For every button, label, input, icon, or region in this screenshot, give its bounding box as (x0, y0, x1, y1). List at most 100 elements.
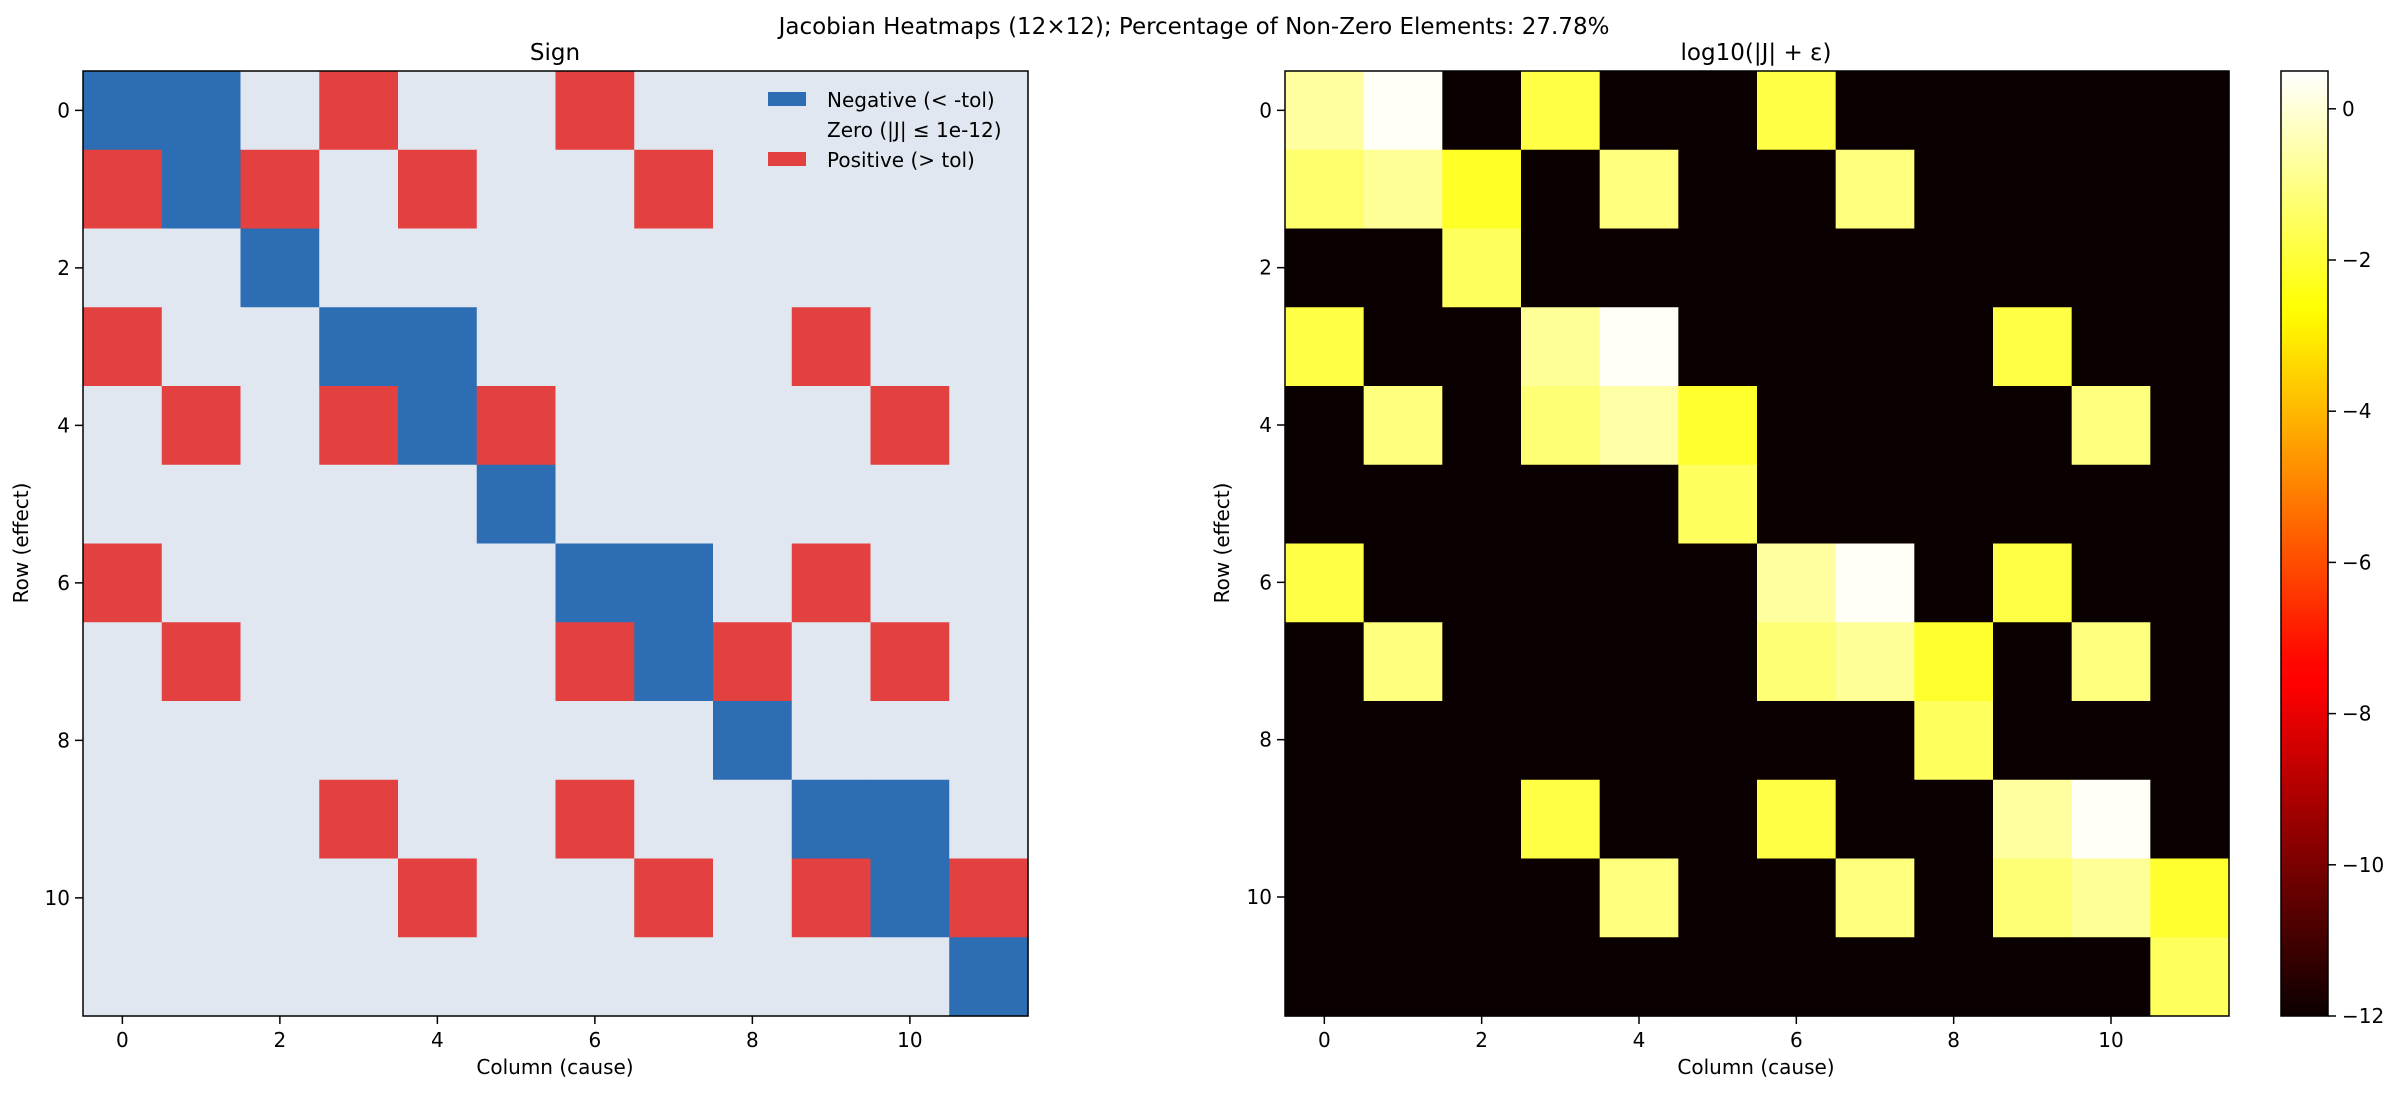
colorbar-tick-label: 0 (2342, 97, 2355, 121)
sign-cell (240, 937, 320, 1017)
sign-ylabel: Row (effect) (9, 483, 33, 604)
log-cell (1442, 622, 1522, 702)
log-cell (1285, 937, 1365, 1017)
sign-xtick-label: 4 (431, 1028, 444, 1052)
legend-swatch (768, 122, 806, 136)
log-cell (1835, 228, 1915, 308)
sign-cell (240, 307, 320, 387)
log-cell (1835, 307, 1915, 387)
log-cell (1835, 701, 1915, 781)
sign-cell (83, 779, 163, 860)
log-cell (1757, 307, 1837, 387)
sign-cell (161, 543, 242, 623)
sign-cell (161, 149, 242, 230)
sign-cell (555, 386, 635, 466)
log-cell (1285, 149, 1365, 230)
sign-cell (476, 464, 557, 545)
sign-cell (398, 858, 478, 938)
log-cell (1757, 543, 1837, 623)
sign-cell (476, 543, 557, 623)
sign-cell (634, 779, 714, 860)
log-cell (1757, 386, 1837, 466)
log-ytick-label: 0 (1259, 98, 1272, 122)
sign-cell (791, 228, 872, 308)
log-xlabel: Column (cause) (1677, 1055, 1834, 1079)
log-cell (1363, 228, 1443, 308)
sign-cell (161, 858, 242, 938)
log-cell (1363, 701, 1443, 781)
sign-axes-frame (82, 70, 1029, 1017)
log-cell (1993, 701, 2073, 781)
log-cell (1599, 543, 1679, 623)
sign-cell (161, 386, 242, 466)
log-cell (2150, 464, 2230, 545)
sign-cell (319, 622, 399, 702)
log-cell (1363, 622, 1443, 702)
log-cell (1442, 386, 1522, 466)
colorbar-tick-label: −6 (2342, 550, 2371, 574)
sign-cell (476, 937, 557, 1017)
log-cell (1521, 307, 1601, 387)
sign-ticks: 0 2 4 6 8 10 0 2 4 6 8 10 (45, 98, 923, 1052)
sign-cell (870, 543, 950, 623)
log-cell (1757, 779, 1837, 860)
log-cell (1363, 149, 1443, 230)
sign-cell (476, 386, 557, 466)
sign-xlabel: Column (cause) (476, 1055, 633, 1079)
sign-cell (319, 937, 399, 1017)
sign-cell (870, 937, 950, 1017)
log-cell (1442, 464, 1522, 545)
sign-cell (161, 307, 242, 387)
sign-cell (555, 228, 635, 308)
log-cell (1285, 858, 1365, 938)
sign-cell (398, 622, 478, 702)
log-cell (1914, 779, 1994, 860)
log-cell (1521, 464, 1601, 545)
sign-cell (83, 622, 163, 702)
figure-suptitle: Jacobian Heatmaps (12×12); Percentage of… (777, 14, 1610, 40)
log-cell (1599, 937, 1679, 1017)
sign-cell (240, 71, 320, 151)
log-cell (1599, 386, 1679, 466)
log-cell (1285, 543, 1365, 623)
sign-cell (555, 149, 635, 230)
log-cell (2071, 937, 2151, 1017)
sign-cell (791, 71, 872, 151)
log-cell (1599, 779, 1679, 860)
sign-cell (319, 386, 399, 466)
log-cell (1914, 543, 1994, 623)
log-cell (1678, 307, 1758, 387)
sign-cell (319, 228, 399, 308)
sign-cell (634, 386, 714, 466)
sign-cell (634, 149, 714, 230)
log-cell (1363, 464, 1443, 545)
sign-cell (240, 858, 320, 938)
log-cell (1285, 71, 1365, 151)
sign-cell (398, 386, 478, 466)
sign-ytick-label: 6 (57, 571, 70, 595)
sign-cell (791, 543, 872, 623)
log-cell (1993, 71, 2073, 151)
log-cell (2071, 464, 2151, 545)
sign-cell (83, 71, 163, 151)
sign-cell (240, 622, 320, 702)
log-cell (1521, 937, 1601, 1017)
sign-cell (949, 228, 1029, 308)
sign-cell (161, 71, 242, 151)
log-cell (1285, 622, 1365, 702)
sign-cell (949, 858, 1029, 938)
log-cell (1521, 543, 1601, 623)
log-cell (2150, 937, 2230, 1017)
sign-cell (240, 701, 320, 781)
sign-cell (870, 386, 950, 466)
sign-cell (319, 858, 399, 938)
log-cell (1521, 71, 1601, 151)
log-cell (1757, 622, 1837, 702)
log-cell (2150, 622, 2230, 702)
log-cell (1835, 779, 1915, 860)
log-cell (1442, 937, 1522, 1017)
log-cell (1914, 228, 1994, 308)
log-cell (1757, 149, 1837, 230)
sign-cell (555, 543, 635, 623)
